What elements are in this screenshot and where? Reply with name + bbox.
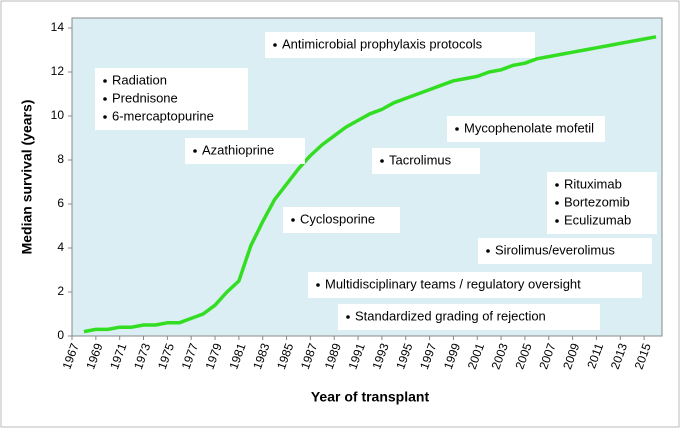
y-tick-label: 8 (57, 152, 64, 166)
annotation-text: Standardized grading of rejection (355, 308, 546, 323)
annotation-text: Prednisone (112, 90, 178, 105)
annotation: Mycophenolate mofetil (447, 116, 605, 142)
bullet (291, 218, 295, 222)
bullet (346, 315, 350, 319)
annotation-box (308, 272, 642, 298)
annotation-box (185, 138, 305, 164)
bullet (486, 249, 490, 253)
annotation-text: Bortezomib (564, 194, 630, 209)
annotation-text: Azathioprine (202, 142, 274, 157)
y-tick-label: 4 (57, 240, 64, 254)
annotation-text: Multidisciplinary teams / regulatory ove… (325, 276, 581, 291)
annotation: Sirolimus/everolimus (478, 238, 652, 264)
bullet (555, 183, 559, 187)
annotation-text: Cyclosporine (300, 211, 375, 226)
bullet (103, 79, 107, 83)
y-tick-label: 12 (51, 64, 65, 78)
annotation-text: Rituximab (564, 176, 622, 191)
bullet (193, 149, 197, 153)
bullet (273, 43, 277, 47)
annotation: Tacrolimus (372, 148, 480, 174)
y-tick-label: 10 (51, 108, 65, 122)
annotation: Antimicrobial prophylaxis protocols (265, 32, 535, 58)
annotation-text: Antimicrobial prophylaxis protocols (282, 36, 483, 51)
bullet (555, 219, 559, 223)
annotation: Radiation Prednisone 6-mercaptopurine (95, 68, 248, 130)
annotation-box (447, 116, 605, 142)
annotation: Multidisciplinary teams / regulatory ove… (308, 272, 642, 298)
annotation-text: Mycophenolate mofetil (464, 120, 594, 135)
annotation-box (283, 207, 400, 233)
y-tick-label: 6 (57, 196, 64, 210)
annotation-box (478, 238, 652, 264)
annotation-text: Tacrolimus (389, 152, 452, 167)
annotation: Standardized grading of rejection (338, 304, 600, 330)
y-axis-title: Median survival (years) (19, 100, 35, 255)
y-tick-label: 2 (57, 284, 64, 298)
annotation-box (338, 304, 600, 330)
bullet (455, 127, 459, 131)
bullet (380, 159, 384, 163)
annotation-text: 6-mercaptopurine (112, 108, 214, 123)
y-tick-label: 14 (51, 20, 65, 34)
annotation-box (547, 172, 657, 234)
annotation-text: Radiation (112, 72, 167, 87)
annotation-box (95, 68, 248, 130)
y-tick-label: 0 (57, 328, 64, 342)
annotation: Cyclosporine (283, 207, 400, 233)
bullet (103, 115, 107, 119)
x-axis-title: Year of transplant (311, 389, 430, 405)
bullet (316, 283, 320, 287)
annotation-text: Eculizumab (564, 212, 631, 227)
annotation-box (265, 32, 535, 58)
annotation-box (372, 148, 480, 174)
bullet (103, 97, 107, 101)
annotation: Rituximab Bortezomib Eculizumab (547, 172, 657, 234)
annotation: Azathioprine (185, 138, 305, 164)
bullet (555, 201, 559, 205)
data-line (83, 35, 657, 334)
annotation-text: Sirolimus/everolimus (495, 242, 615, 257)
